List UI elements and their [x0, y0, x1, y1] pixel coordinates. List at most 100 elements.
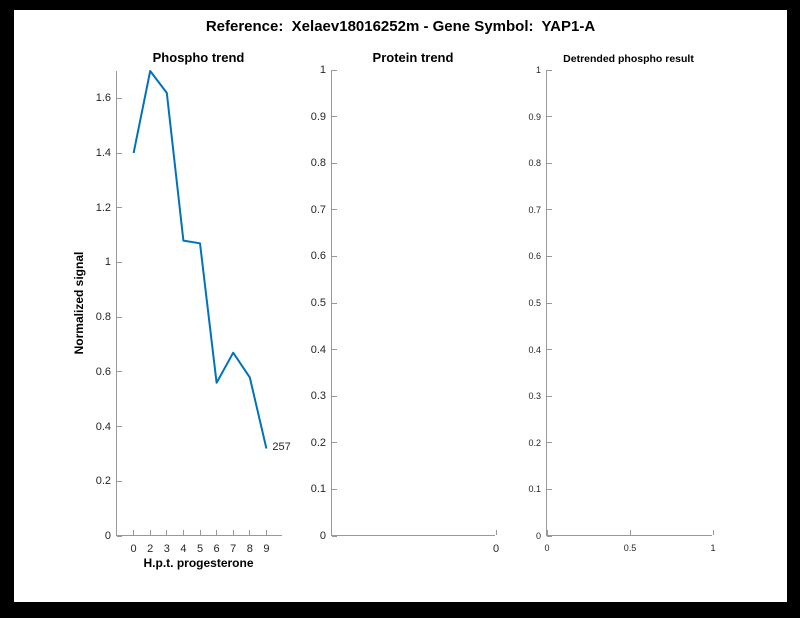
- x-tick-label: 3: [163, 543, 170, 555]
- x-tick-mark: [712, 530, 714, 535]
- detrended-phospho-axes: 0 0.1 0.2 0.3 0.4 0.5 0.6 0.7 0.8 0.9 1 0 0.5 1: [528, 65, 715, 553]
- y-tick-label: 0.4: [310, 343, 326, 356]
- y-tick-mark: [332, 442, 337, 444]
- y-tick-mark: [117, 535, 122, 537]
- y-tick-label: 0.5: [528, 298, 541, 308]
- endpoint-value-annotation: 257: [272, 441, 291, 454]
- y-tick-label: 0.2: [95, 475, 111, 488]
- y-tick-label: 0.9: [528, 111, 541, 122]
- phospho-trend-title: Phospho trend: [152, 50, 245, 65]
- x-tick-label: 0.5: [623, 543, 637, 553]
- y-tick-mark: [332, 162, 337, 164]
- x-tick-mark: [629, 530, 631, 535]
- y-tick-label: 0.6: [310, 250, 326, 263]
- x-tick-label: 5: [196, 543, 204, 555]
- y-tick-mark: [117, 152, 122, 154]
- x-tick-label: 8: [246, 543, 253, 555]
- y-tick-mark: [547, 162, 552, 164]
- y-tick-label: 0.6: [528, 251, 541, 262]
- y-tick-mark: [547, 209, 552, 211]
- y-tick-mark: [332, 349, 337, 351]
- y-tick-label: 0: [319, 530, 326, 542]
- y-tick-label: 0.4: [95, 420, 111, 433]
- y-tick-label: 1: [319, 64, 326, 76]
- y-tick-label: 0.8: [95, 311, 111, 324]
- y-tick-mark: [332, 535, 337, 537]
- y-tick-label: 0.7: [310, 203, 326, 216]
- y-tick-mark: [117, 97, 122, 99]
- y-tick-mark: [547, 69, 552, 71]
- y-tick-mark: [332, 255, 337, 257]
- y-tick-label: 1: [535, 65, 541, 75]
- y-tick-mark: [332, 116, 337, 118]
- y-tick-label: 1.6: [95, 92, 111, 105]
- x-tick-label: 7: [230, 543, 237, 555]
- y-tick-label: 0.8: [310, 157, 326, 170]
- x-tick-mark: [249, 530, 251, 535]
- y-tick-mark: [117, 426, 122, 428]
- y-tick-label: 0: [535, 531, 541, 541]
- x-tick-mark: [495, 530, 497, 535]
- protein-trend-title: Protein trend: [372, 50, 454, 65]
- y-tick-mark: [117, 316, 122, 318]
- phospho-x-axis-label: H.p.t. progesterone: [143, 556, 254, 570]
- y-tick-mark: [547, 255, 552, 257]
- phospho-trend-line-plot: [132, 70, 268, 449]
- phospho-trend-axes: 0 0.2 0.4 0.6 0.8 1 1.2 1.4 1.6 0 2 3 4 5 6 7 8 9 257: [96, 70, 291, 555]
- x-tick-label: 2: [147, 543, 154, 555]
- y-tick-label: 0.3: [528, 391, 541, 402]
- y-tick-mark: [117, 480, 122, 482]
- x-tick-mark: [133, 530, 135, 535]
- x-tick-label: 1: [710, 543, 716, 553]
- y-tick-mark: [332, 302, 337, 304]
- y-tick-mark: [547, 116, 552, 118]
- x-tick-mark: [166, 530, 168, 535]
- x-tick-label: 6: [213, 543, 220, 555]
- y-tick-label: 1: [104, 256, 111, 269]
- x-tick-label: 0: [544, 543, 550, 553]
- y-tick-label: 0: [104, 530, 111, 542]
- y-tick-label: 0.6: [95, 365, 111, 378]
- protein-trend-axes: 0 0.1 0.2 0.3 0.4 0.5 0.6 0.7 0.8 0.9 1 0: [311, 64, 499, 555]
- detrended-phospho-title: Detrended phospho result: [563, 53, 694, 65]
- phospho-y-axis-label: Normalized signal: [72, 251, 86, 355]
- y-tick-mark: [332, 69, 337, 71]
- x-tick-label: 9: [263, 543, 270, 555]
- y-tick-mark: [547, 349, 552, 351]
- y-tick-label: 0.4: [528, 344, 541, 355]
- x-tick-mark: [199, 530, 201, 535]
- y-tick-mark: [332, 209, 337, 211]
- y-tick-mark: [547, 302, 552, 304]
- y-tick-label: 0.3: [310, 390, 326, 403]
- y-tick-mark: [547, 442, 552, 444]
- y-tick-mark: [547, 535, 552, 537]
- y-tick-mark: [547, 488, 552, 490]
- y-tick-label: 0.1: [528, 484, 541, 495]
- phospho-signal-line: [132, 70, 268, 449]
- x-tick-label: 4: [180, 543, 187, 555]
- x-tick-mark: [149, 530, 151, 535]
- y-tick-label: 0.5: [310, 297, 326, 309]
- y-tick-label: 0.8: [528, 158, 541, 169]
- y-tick-label: 0.2: [310, 436, 326, 449]
- y-tick-mark: [332, 395, 337, 397]
- x-tick-mark: [546, 530, 548, 535]
- y-tick-mark: [117, 207, 122, 209]
- y-tick-mark: [547, 395, 552, 397]
- y-tick-mark: [117, 261, 122, 263]
- y-tick-mark: [117, 371, 122, 373]
- y-tick-label: 1.4: [95, 147, 111, 160]
- figure-title: Reference: Xelaev18016252m - Gene Symbol…: [205, 18, 596, 35]
- y-tick-label: 0.1: [310, 483, 326, 496]
- y-tick-mark: [332, 488, 337, 490]
- x-tick-label: 0: [492, 543, 500, 555]
- y-tick-label: 0.2: [528, 437, 541, 448]
- y-tick-label: 0.7: [528, 204, 541, 215]
- x-tick-label: 0: [130, 543, 137, 555]
- x-tick-mark: [232, 530, 234, 535]
- x-tick-mark: [265, 530, 267, 535]
- x-tick-mark: [216, 530, 218, 535]
- y-tick-label: 0.9: [310, 110, 326, 123]
- x-tick-mark: [182, 530, 184, 535]
